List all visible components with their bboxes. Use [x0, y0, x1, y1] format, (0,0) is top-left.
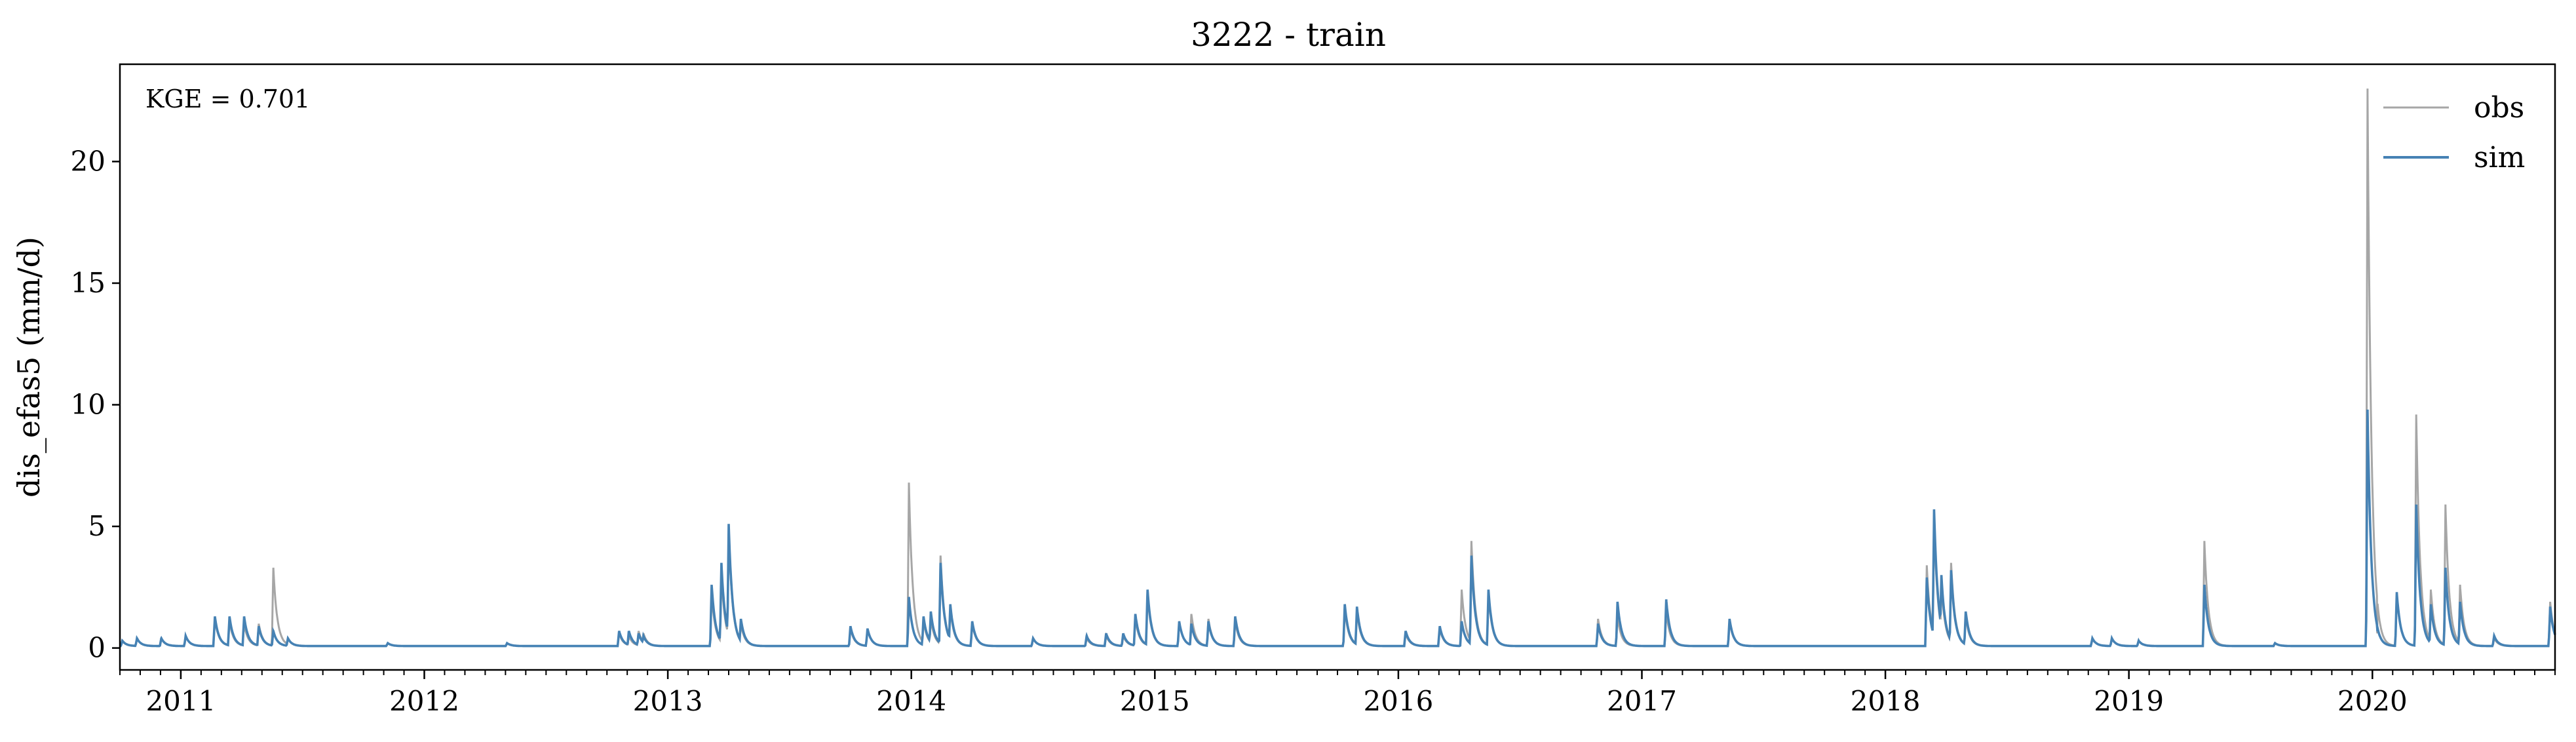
x-tick-label: 2014 — [876, 685, 946, 717]
x-tick-label: 2012 — [389, 685, 459, 717]
y-tick-label: 20 — [71, 145, 106, 177]
legend-label-obs: obs — [2474, 91, 2524, 125]
x-axis: 2011 2012 2013 2014 2015 2016 2017 2018 2019 2020 — [119, 670, 2556, 717]
kge-annotation: KGE = 0.701 — [145, 85, 310, 113]
legend: obs sim — [2383, 91, 2525, 174]
x-tick-label: 2016 — [1363, 685, 1433, 717]
x-tick-label: 2015 — [1120, 685, 1190, 717]
series-line-obs — [119, 88, 2556, 648]
legend-label-sim: sim — [2474, 141, 2525, 174]
y-tick-label: 10 — [71, 389, 106, 421]
y-axis-label: dis_efas5 (mm/d) — [11, 237, 47, 498]
x-tick-label: 2018 — [1851, 685, 1921, 717]
plot-lines — [119, 88, 2556, 648]
x-tick-label: 2011 — [145, 685, 216, 717]
y-tick-label: 15 — [71, 267, 106, 299]
y-tick-label: 0 — [88, 632, 106, 664]
x-tick-label: 2017 — [1607, 685, 1677, 717]
y-axis: 0 5 10 15 20 — [71, 145, 120, 664]
series-line-sim — [119, 409, 2556, 648]
y-tick-label: 5 — [88, 510, 106, 542]
chart-title: 3222 - train — [1191, 16, 1386, 54]
plot-frame — [119, 63, 2556, 671]
x-tick-label: 2013 — [633, 685, 703, 717]
x-tick-label: 2019 — [2094, 685, 2164, 717]
x-tick-label: 2020 — [2337, 685, 2408, 717]
